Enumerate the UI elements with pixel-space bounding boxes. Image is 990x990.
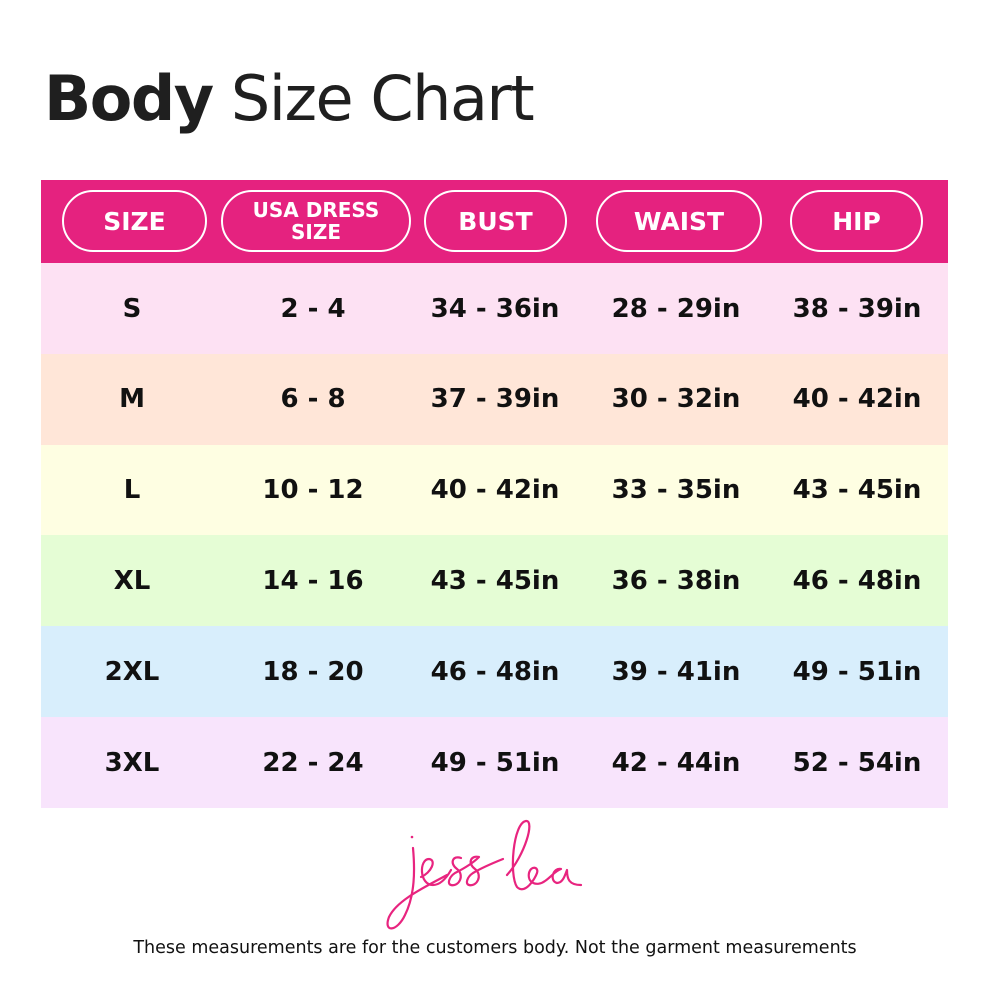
cell-size: L	[123, 475, 141, 506]
cell-size: 2XL	[104, 656, 160, 687]
cell-waist: 42 - 44in	[611, 747, 741, 778]
table-row: 2XL 18 - 20 46 - 48in 39 - 41in 49 - 51in	[41, 626, 948, 718]
cell-bust: 43 - 45in	[430, 565, 560, 596]
cell-size: 3XL	[104, 747, 160, 778]
header-size: SIZE	[62, 190, 207, 252]
cell-hip: 38 - 39in	[792, 293, 922, 324]
size-chart-table: SIZE USA DRESS SIZE BUST WAIST HIP S 2 - …	[41, 180, 948, 808]
cell-bust: 49 - 51in	[430, 747, 560, 778]
cell-hip: 43 - 45in	[792, 475, 922, 506]
cell-waist: 39 - 41in	[611, 656, 741, 687]
cell-bust: 40 - 42in	[430, 475, 560, 506]
header-waist: WAIST	[596, 190, 762, 252]
cell-usa-dress-size: 2 - 4	[280, 293, 346, 324]
cell-size: XL	[113, 565, 151, 596]
measurement-note: These measurements are for the customers…	[133, 938, 857, 958]
cell-bust: 37 - 39in	[430, 384, 560, 415]
header-bust: BUST	[424, 190, 567, 252]
cell-hip: 49 - 51in	[792, 656, 922, 687]
header-hip: HIP	[790, 190, 923, 252]
header-usa-dress-size: USA DRESS SIZE	[221, 190, 411, 252]
cell-usa-dress-size: 18 - 20	[262, 656, 364, 687]
table-header: SIZE USA DRESS SIZE BUST WAIST HIP	[41, 180, 948, 263]
table-row: M 6 - 8 37 - 39in 30 - 32in 40 - 42in	[41, 353, 948, 445]
cell-waist: 30 - 32in	[611, 384, 741, 415]
title-bold: Body	[44, 62, 214, 135]
cell-usa-dress-size: 10 - 12	[262, 475, 364, 506]
cell-hip: 40 - 42in	[792, 384, 922, 415]
cell-bust: 46 - 48in	[430, 656, 560, 687]
cell-bust: 34 - 36in	[430, 293, 560, 324]
cell-hip: 52 - 54in	[792, 747, 922, 778]
cell-usa-dress-size: 14 - 16	[262, 565, 364, 596]
cell-waist: 36 - 38in	[611, 565, 741, 596]
table-row: L 10 - 12 40 - 42in 33 - 35in 43 - 45in	[41, 444, 948, 536]
cell-usa-dress-size: 6 - 8	[280, 384, 346, 415]
table-row: S 2 - 4 34 - 36in 28 - 29in 38 - 39in	[41, 263, 948, 354]
cell-waist: 33 - 35in	[611, 475, 741, 506]
table-row: 3XL 22 - 24 49 - 51in 42 - 44in 52 - 54in	[41, 717, 948, 808]
cell-size: M	[119, 384, 145, 415]
table-row: XL 14 - 16 43 - 45in 36 - 38in 46 - 48in	[41, 535, 948, 627]
title-regular: Size Chart	[230, 62, 535, 135]
page-title: Body Size Chart	[44, 62, 535, 136]
cell-usa-dress-size: 22 - 24	[262, 747, 364, 778]
jess-lea-signature-logo	[386, 819, 583, 930]
cell-waist: 28 - 29in	[611, 293, 741, 324]
cell-hip: 46 - 48in	[792, 565, 922, 596]
cell-size: S	[122, 293, 142, 324]
